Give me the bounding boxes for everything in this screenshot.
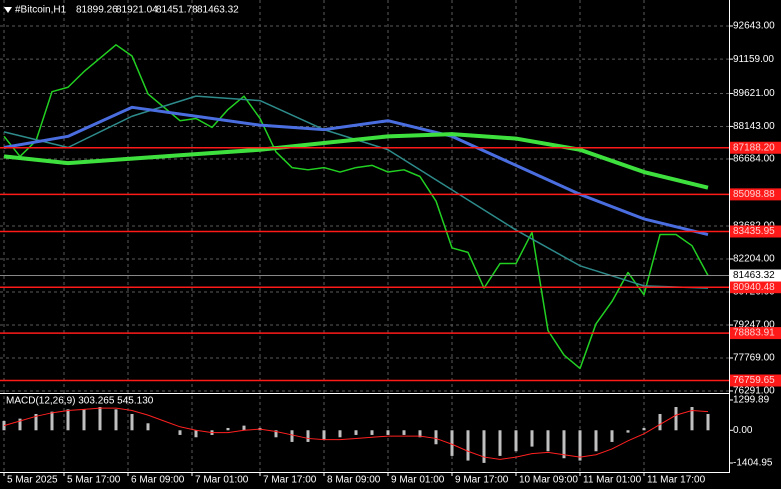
macd-bar (514, 430, 518, 452)
series-line (3, 132, 709, 190)
macd-bar (274, 430, 278, 438)
macd-bar (706, 413, 710, 431)
macd-bar (562, 430, 566, 459)
low: 81451.78 (156, 5, 198, 16)
macd-bar (498, 430, 502, 456)
close: 81463.32 (197, 5, 239, 16)
x-tick-label: 9 Mar 17:00 (455, 475, 509, 486)
macd-bar (642, 427, 646, 431)
x-tick-label: 5 Mar 2025 (7, 475, 58, 486)
macd-bar (594, 430, 598, 452)
macd-bar (546, 430, 550, 452)
macd-bar (178, 430, 182, 435)
macd-bar (418, 430, 422, 438)
y-tick-label: 77769.00 (733, 353, 775, 364)
x-tick-label: 11 Mar 01:00 (583, 475, 642, 486)
level-label: 76759.65 (733, 375, 775, 386)
macd-bar (466, 430, 470, 461)
macd-bar (658, 413, 662, 431)
x-tick-label: 7 Mar 17:00 (263, 475, 317, 486)
macd-bar (322, 430, 326, 440)
macd-bar (402, 430, 406, 435)
macd-bar (18, 418, 22, 431)
y-tick-label: 88143.00 (733, 121, 775, 132)
series-line (3, 44, 709, 370)
level-label-box (730, 188, 781, 201)
series-line (3, 105, 709, 236)
y-tick-label: 89621.00 (733, 88, 775, 99)
macd-bar (194, 430, 198, 438)
macd-bar (690, 406, 694, 431)
y-tick-label: 91159.00 (733, 54, 774, 65)
macd-bar (370, 430, 374, 435)
x-tick-label: 6 Mar 09:00 (131, 475, 185, 486)
macd-bar (66, 409, 70, 431)
y-tick-label: 92643.00 (733, 21, 775, 32)
level-label-box (730, 225, 781, 238)
level-label: 78883.91 (733, 328, 775, 339)
macd-bar (434, 430, 438, 445)
y-tick-label: 82204.00 (733, 254, 775, 265)
open: 81899.26 (76, 5, 118, 16)
x-tick-label: 7 Mar 01:00 (195, 475, 249, 486)
macd-bar (482, 430, 486, 463)
level-label: 87188.20 (733, 142, 775, 153)
macd-bar (354, 430, 358, 435)
macd-bar (306, 430, 310, 442)
level-label: 80940.48 (733, 282, 775, 293)
macd-bar (386, 430, 390, 435)
last-price-box (730, 269, 781, 282)
y-tick-label: 1299.89 (733, 395, 770, 406)
x-tick-label: 8 Mar 09:00 (327, 475, 381, 486)
macd-bar (146, 423, 150, 431)
macd-bar (130, 413, 134, 431)
macd-bar (226, 427, 230, 431)
macd-bar (674, 406, 678, 431)
macd-title: MACD(12,26,9) 303.265 545.130 (6, 396, 154, 407)
y-tick-label: 0.00 (733, 425, 753, 436)
macd-bar (338, 430, 342, 438)
last-price-label: 81463.32 (733, 270, 775, 281)
plot (0, 0, 729, 472)
y-tick-label: 76291.00 (733, 386, 775, 397)
menu-arrow[interactable] (4, 7, 12, 13)
high: 81921.04 (116, 5, 158, 16)
level-label: 85098.88 (733, 189, 775, 200)
macd-bar (34, 413, 38, 431)
x-tick-label: 5 Mar 17:00 (67, 475, 121, 486)
symbol: #Bitcoin,H1 (15, 5, 67, 16)
macd-bar (242, 425, 246, 431)
macd-bar (50, 411, 54, 431)
macd-bar (450, 430, 454, 456)
x-tick-label: 9 Mar 01:00 (391, 475, 445, 486)
level-label: 83435.95 (733, 226, 775, 237)
y-tick-label: 79247.00 (733, 320, 775, 331)
x-tick-label: 11 Mar 17:00 (647, 475, 706, 486)
signal-line (3, 407, 709, 460)
macd-bar (114, 409, 118, 431)
macd-bar (610, 430, 614, 442)
y-tick-label: -1404.95 (733, 458, 773, 469)
macd-bar (290, 430, 294, 442)
level-label-box (730, 281, 781, 294)
macd-bar (82, 409, 86, 431)
macd-bar (530, 430, 534, 447)
macd-bar (626, 430, 630, 433)
macd-bar (98, 406, 102, 431)
y-tick-label: 86684.00 (733, 154, 775, 165)
macd-bar (578, 430, 582, 461)
level-label-box (730, 374, 781, 387)
level-label-box (730, 327, 781, 340)
x-tick-label: 10 Mar 09:00 (519, 475, 578, 486)
level-label-box (730, 141, 781, 154)
